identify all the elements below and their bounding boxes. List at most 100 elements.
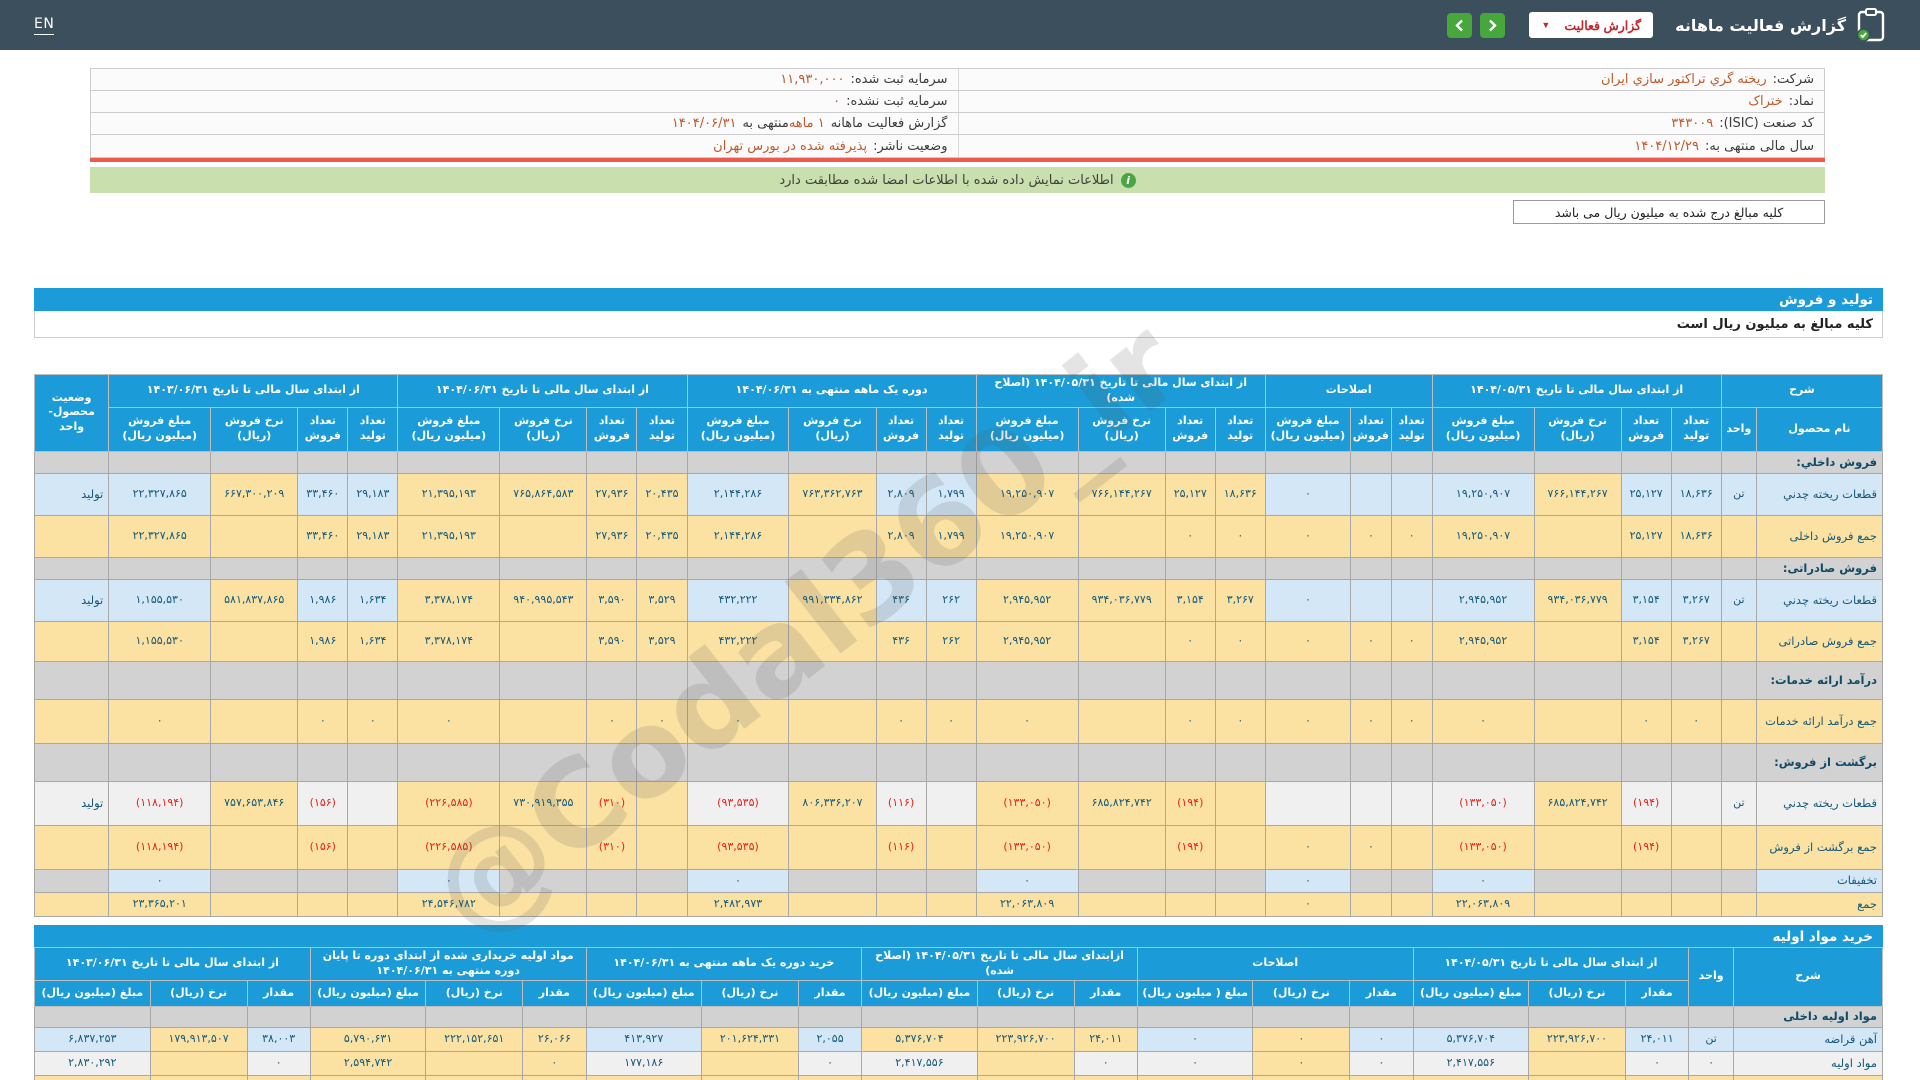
red-separator-line bbox=[90, 158, 1825, 162]
table-cell bbox=[797, 1005, 863, 1028]
table-cell: ۷۶۶,۱۴۴,۲۶۷ bbox=[1077, 472, 1166, 516]
table-cell bbox=[701, 1050, 799, 1076]
table-cell bbox=[33, 868, 110, 893]
next-report-button[interactable] bbox=[1480, 12, 1506, 38]
table-cell bbox=[425, 1050, 524, 1076]
table-cell bbox=[149, 1050, 248, 1076]
top-bar: گزارش فعالیت ماهانه گزارش فعالیت ▼ EN bbox=[0, 0, 1920, 50]
table-cell: ۱,۱۵۵,۵۳۰ bbox=[108, 620, 212, 662]
table-cell: (۱۳۳,۰۵۰) bbox=[1431, 780, 1535, 826]
table-cell bbox=[586, 891, 638, 917]
table-cell: ۳,۵۲۹ bbox=[636, 620, 688, 662]
table-cell bbox=[875, 660, 927, 700]
table-cell: ۲,۴۸۲,۹۷۳ bbox=[686, 891, 790, 917]
table-cell: ۰ bbox=[1252, 1026, 1351, 1052]
table-cell: ۲۴,۰۱۱ bbox=[1624, 1026, 1690, 1052]
table-cell bbox=[1620, 660, 1672, 700]
info-icon: i bbox=[1120, 172, 1136, 188]
table-cell: ۲۲,۳۲۷,۸۶۵ bbox=[108, 514, 212, 558]
table-cell bbox=[1164, 556, 1216, 580]
table-header-row: نام محصول واحد تعداد تولید تعداد فروش نرخ فر… bbox=[35, 406, 1884, 452]
table-cell bbox=[788, 742, 877, 782]
table-cell: ۰ bbox=[397, 868, 501, 893]
table-cell: ۰ bbox=[1670, 698, 1722, 744]
info-cell: سال مالی منتهی به: ۱۴۰۴/۱۲/۲۹ bbox=[957, 135, 1825, 157]
table-cell: ۳,۱۵۴ bbox=[1620, 578, 1672, 622]
language-switch-en[interactable]: EN bbox=[34, 16, 55, 35]
table-cell: ۰ bbox=[586, 698, 638, 744]
table-cell: ۴۱۳,۹۲۷ bbox=[585, 1026, 703, 1052]
table-cell bbox=[1688, 1074, 1734, 1080]
info-cell: سرمایه ثبت نشده: ۰ bbox=[91, 91, 958, 112]
table-cell: ۳,۵۲۹ bbox=[636, 578, 688, 622]
table-cell bbox=[34, 1005, 151, 1028]
row-raw-materials: مواد اولیه ۰ ۰ ۲,۴۱۷,۵۵۶ ۰ ۰ ۰ ۰ ۲,۴۱۷,۵۵۶ ۰ ۱۷۷,۱… bbox=[34, 1050, 1884, 1076]
table-cell: ۰ bbox=[1390, 698, 1433, 744]
table-cell: ۱۹,۲۵۰,۹۰۷ bbox=[975, 514, 1079, 558]
table-cell: ۰ bbox=[1688, 1050, 1734, 1076]
table-cell bbox=[636, 891, 688, 917]
table-cell bbox=[586, 868, 638, 893]
row-domestic-castiron: قطعات ریخته چدني تن ۱۸,۶۳۶ ۲۵,۱۲۷ ۷۶۶,۱۴۴,۲۶… bbox=[33, 472, 1884, 516]
table-cell: ۵۸۱,۸۳۷,۸۶۵ bbox=[210, 578, 299, 622]
table-cell bbox=[636, 824, 688, 870]
table-cell: (۱۳۳,۰۵۰) bbox=[1431, 824, 1535, 870]
table-cell bbox=[925, 556, 977, 580]
table-cell: (۱۹۴) bbox=[1164, 824, 1216, 870]
column-header: مبلغ فروش (میلیون ریال) bbox=[1264, 406, 1352, 452]
column-header: مقدار bbox=[797, 979, 863, 1007]
info-value: پذیرفته شده در بورس تهران bbox=[713, 138, 868, 154]
table-cell: ۰ bbox=[1350, 514, 1392, 558]
table-cell: ۱۹,۲۵۰,۹۰۷ bbox=[1431, 472, 1535, 516]
table-cell bbox=[397, 742, 501, 782]
table-cell bbox=[975, 556, 1079, 580]
table-cell: ۰ bbox=[1620, 698, 1672, 744]
table-cell: ۲,۸۳۰,۲۹۲ bbox=[34, 1050, 151, 1076]
report-type-dropdown[interactable]: گزارش فعالیت ▼ bbox=[1529, 12, 1654, 38]
table-cell bbox=[1077, 868, 1166, 893]
table-cell bbox=[210, 556, 299, 580]
table-cell bbox=[586, 450, 638, 474]
table-cell bbox=[925, 660, 977, 700]
column-header: مقدار bbox=[1073, 979, 1138, 1007]
table-cell: (۱۵۶) bbox=[297, 824, 349, 870]
table-cell bbox=[976, 1050, 1075, 1076]
table-cell bbox=[636, 868, 688, 893]
table-cell: ۰ bbox=[1390, 514, 1433, 558]
table-header-row: مقدار نرخ (ریال) مبلغ (میلیون ریال) مقدار نر… bbox=[34, 979, 1883, 1007]
table-cell bbox=[297, 556, 349, 580]
info-cell: گزارش فعالیت ماهانه ۱ ماهه منتهی به ۱۴۰۴/۰۶… bbox=[91, 113, 958, 134]
table-cell: تن bbox=[1688, 1026, 1734, 1052]
column-header: مبلغ (میلیون ریال) bbox=[309, 979, 427, 1007]
column-header: شرح bbox=[1732, 947, 1884, 1007]
table-cell bbox=[788, 660, 877, 700]
table-cell bbox=[1214, 868, 1266, 893]
table-cell bbox=[1077, 620, 1166, 662]
table-cell bbox=[1390, 780, 1433, 826]
table-cell bbox=[975, 450, 1079, 474]
table-cell: (۹۳,۵۳۵) bbox=[686, 824, 790, 870]
table-cell: ۰ bbox=[797, 1050, 863, 1076]
column-header: واحد bbox=[1688, 947, 1734, 1007]
table-cell: ۰ bbox=[1350, 620, 1392, 662]
column-header: مقدار bbox=[246, 979, 311, 1007]
table-cell bbox=[1720, 698, 1757, 744]
table-cell: ۸۰۶,۳۳۶,۲۰۷ bbox=[788, 780, 877, 826]
table-cell bbox=[347, 824, 399, 870]
table-cell bbox=[1720, 891, 1757, 917]
table-cell: ۳,۲۶۷ bbox=[1670, 620, 1722, 662]
row-materials-total: جمع مواد اولیه داخلی۰۷,۷۹۴,۲۶۰۰۰۰۰۷,۷۹۴,… bbox=[34, 1074, 1884, 1080]
table-cell: ۱۸,۶۳۶ bbox=[1670, 514, 1722, 558]
table-cell: ۰ bbox=[1136, 1050, 1254, 1076]
table-cell bbox=[636, 450, 688, 474]
previous-report-button[interactable] bbox=[1447, 12, 1473, 38]
table-cell: تن bbox=[1720, 472, 1757, 516]
table-cell bbox=[1214, 891, 1266, 917]
table-cell: (۳۱۰) bbox=[586, 780, 638, 826]
column-header: نرخ فروش (ریال) bbox=[788, 406, 877, 452]
chevron-right-icon bbox=[1489, 19, 1498, 31]
table-cell bbox=[108, 556, 212, 580]
column-header: اصلاحات bbox=[1264, 374, 1433, 408]
table-cell bbox=[1214, 780, 1266, 826]
table-cell bbox=[1620, 742, 1672, 782]
